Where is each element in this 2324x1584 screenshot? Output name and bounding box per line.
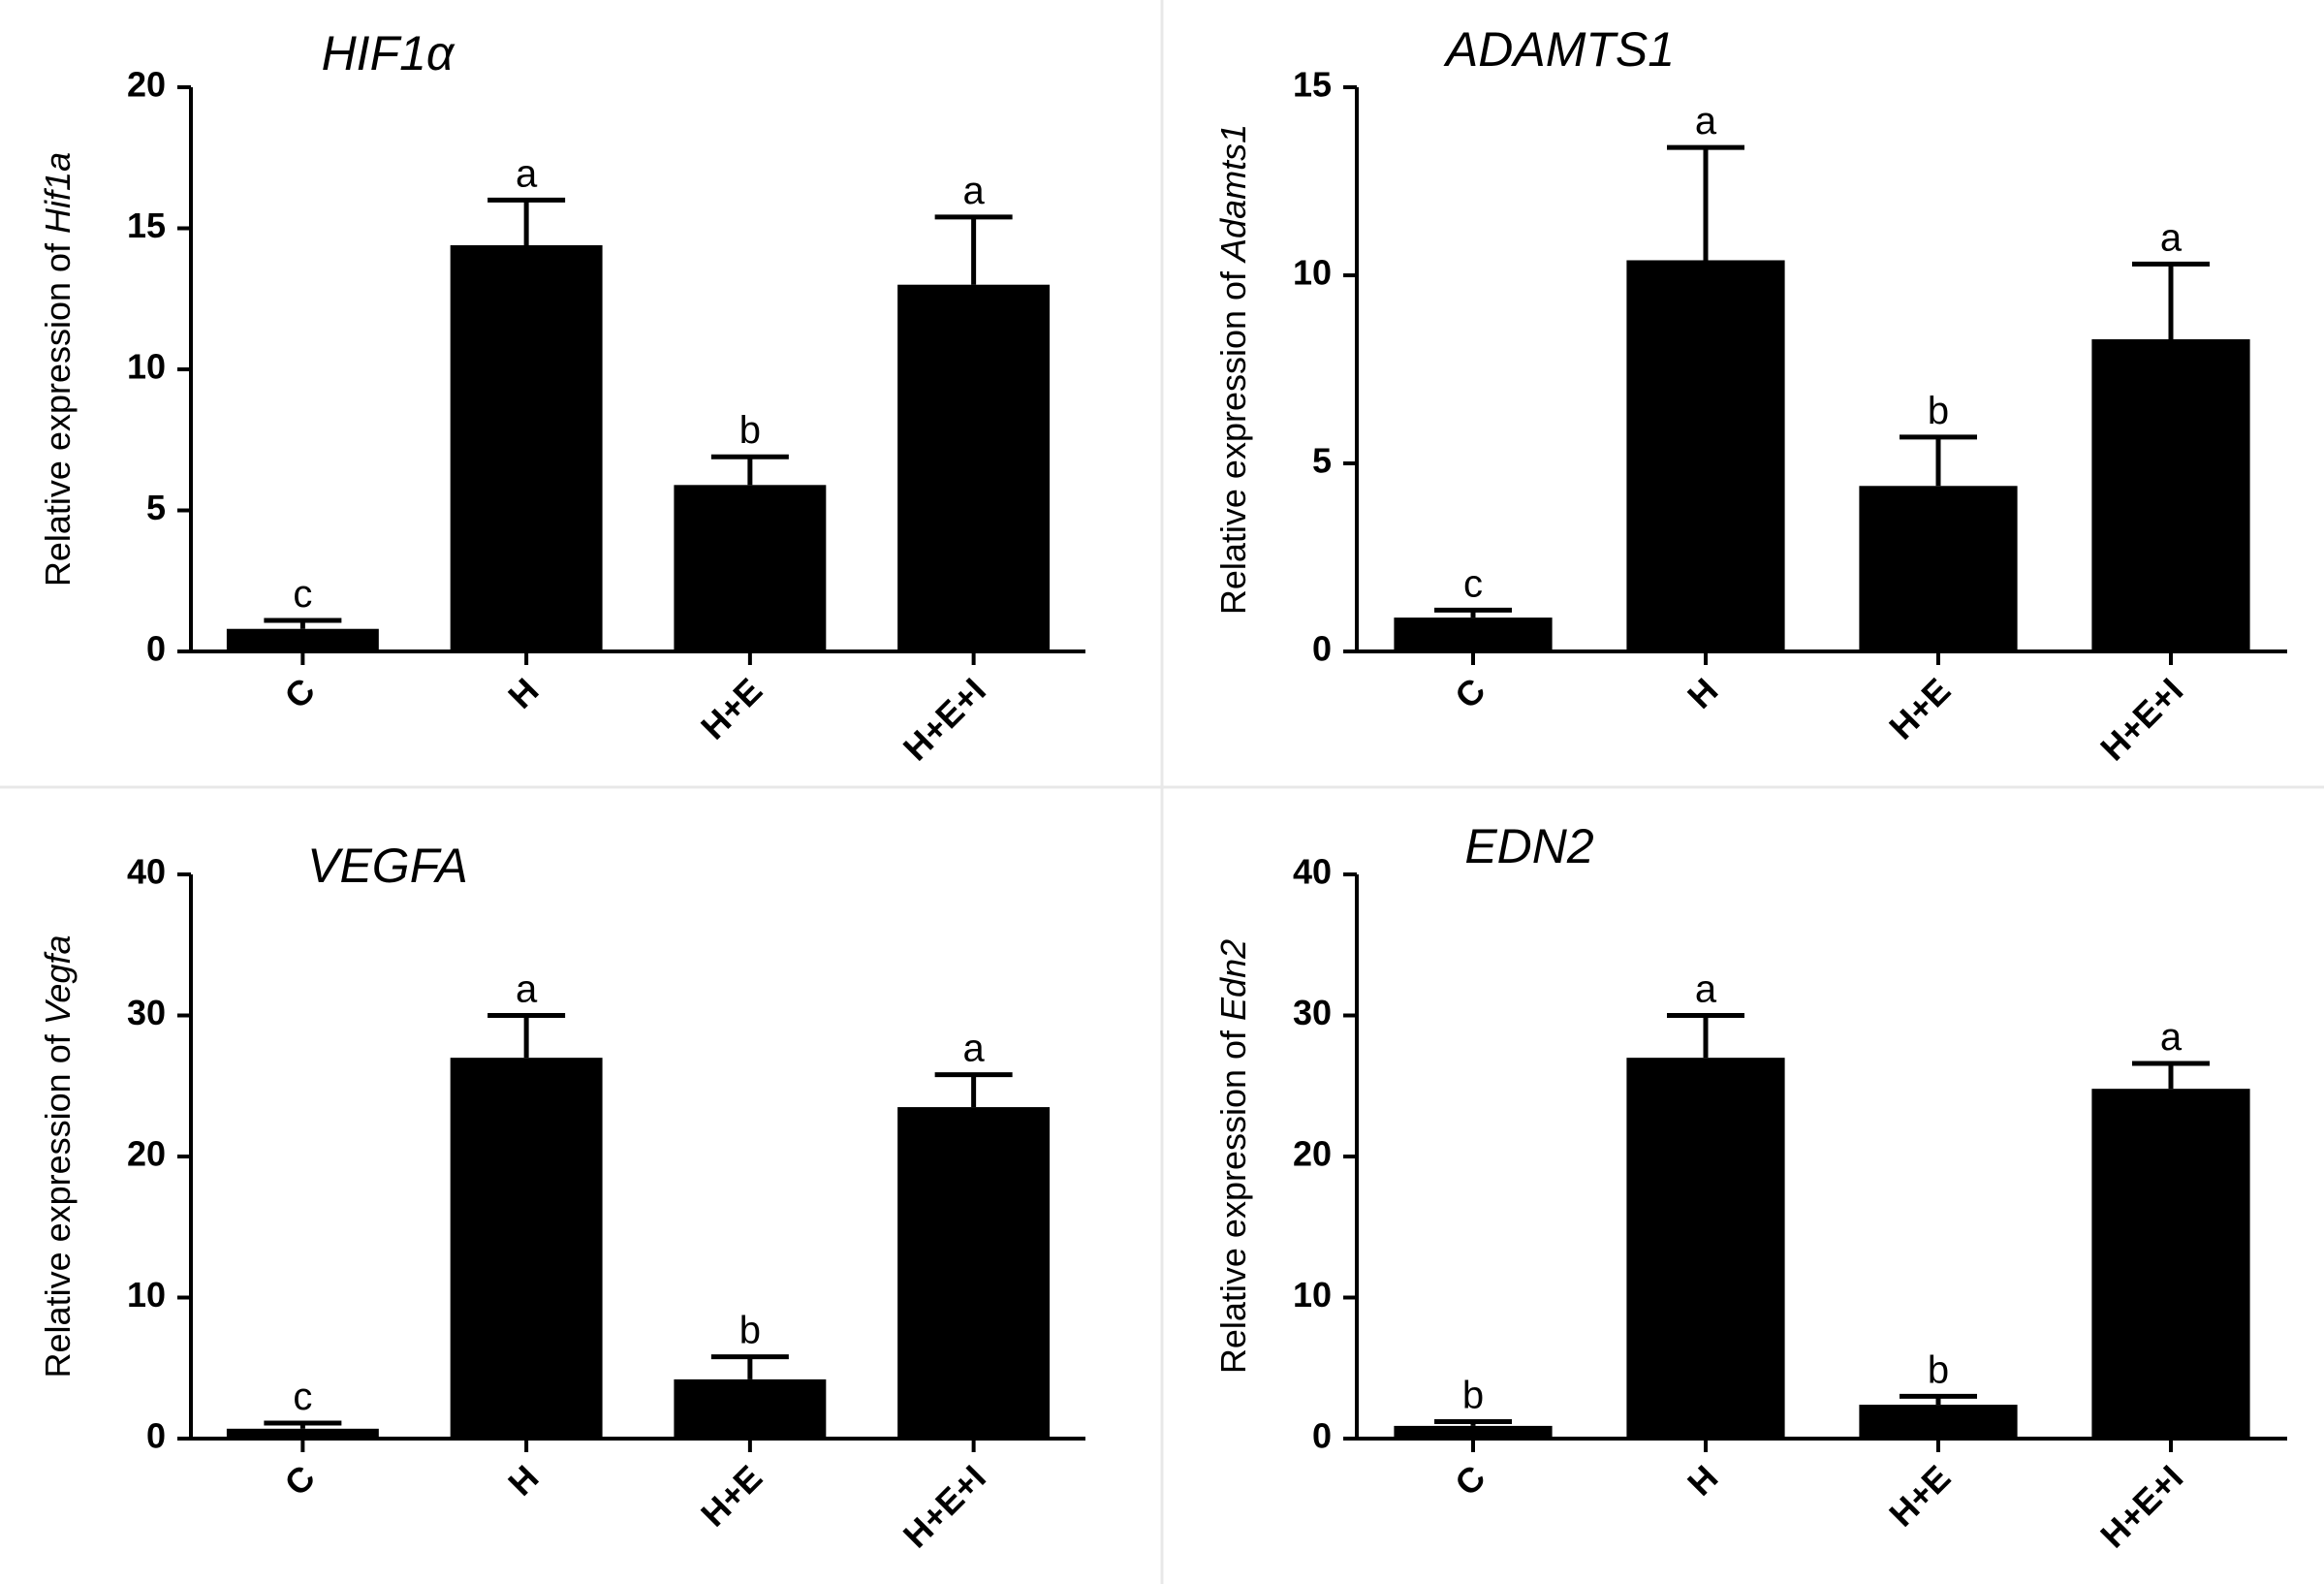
chart-title: ADAMTS1 <box>1443 22 1675 77</box>
y-tick-label: 10 <box>1293 253 1332 293</box>
y-tick-label: 20 <box>127 1134 166 1174</box>
significance-label: a <box>1695 100 1717 143</box>
x-tick-label: H+E+I <box>2092 670 2190 768</box>
y-tick-label: 30 <box>1293 993 1332 1032</box>
x-tick-label: H <box>500 1457 546 1503</box>
significance-label: a <box>516 968 538 1011</box>
bar-h-e-i <box>897 1107 1051 1439</box>
x-tick-label: H+E+I <box>2092 1457 2190 1555</box>
y-tick-label: 15 <box>1293 65 1332 105</box>
y-tick-label: 0 <box>1312 629 1332 669</box>
significance-label: a <box>516 152 538 195</box>
y-tick-label: 10 <box>1293 1275 1332 1315</box>
significance-label: c <box>293 1376 312 1418</box>
y-axis-label-prefix: Relative expression of <box>38 234 78 586</box>
significance-label: b <box>739 1310 761 1352</box>
x-tick-label: H+E <box>693 670 769 746</box>
bar-h <box>1626 1058 1785 1439</box>
y-tick-label: 40 <box>127 852 166 892</box>
y-axis-label: Relative expression of Edn2 <box>1213 939 1253 1374</box>
significance-label: c <box>293 573 312 616</box>
x-tick-label: H+E <box>693 1457 769 1534</box>
bar-c <box>1394 1425 1553 1439</box>
y-axis-label-gene: Vegfa <box>38 935 78 1026</box>
bar-h-e <box>674 1378 827 1439</box>
bar-h-e <box>1859 1405 2018 1439</box>
y-tick-label: 5 <box>1312 441 1332 481</box>
bar-c <box>226 628 379 651</box>
chart-title: HIF1α <box>322 26 455 80</box>
y-axis-label-gene: Edn2 <box>1213 939 1253 1021</box>
x-tick-label: C <box>276 1457 322 1503</box>
significance-label: b <box>1462 1375 1484 1417</box>
x-tick-label: H+E <box>1881 670 1958 746</box>
y-tick-label: 30 <box>127 993 166 1032</box>
y-axis-label: Relative expression of Adamts1 <box>1213 124 1253 615</box>
bar-h-e <box>674 485 827 651</box>
y-axis-label-prefix: Relative expression of <box>1213 1021 1253 1374</box>
y-tick-label: 5 <box>146 488 166 527</box>
bar-h-e-i <box>897 284 1051 651</box>
bar-h <box>450 244 603 651</box>
significance-label: a <box>2160 216 2183 259</box>
y-axis-label-gene: Adamts1 <box>1213 124 1253 264</box>
y-axis-label: Relative expression of Vegfa <box>38 935 78 1378</box>
bar-h-e <box>1859 486 2018 651</box>
x-tick-label: H <box>1680 670 1725 715</box>
x-tick-label: H <box>1680 1457 1725 1503</box>
significance-label: a <box>963 170 986 212</box>
x-tick-label: H+E+I <box>895 670 993 768</box>
panel-adamts1: ADAMTS1 Relative expression of Adamts1 0 5 1… <box>1213 22 2287 769</box>
chart-title: EDN2 <box>1464 819 1594 873</box>
y-axis-label: Relative expression of Hif1a <box>38 152 78 586</box>
significance-label: c <box>1463 562 1483 605</box>
bar-c <box>226 1428 379 1439</box>
x-tick-label: C <box>1447 670 1492 715</box>
x-tick-label: H+E <box>1881 1457 1958 1534</box>
y-axis-label-gene: Hif1a <box>38 152 78 234</box>
y-tick-label: 20 <box>127 65 166 105</box>
bar-c <box>1394 618 1553 651</box>
x-tick-label: C <box>1447 1457 1492 1503</box>
significance-label: a <box>963 1028 986 1070</box>
x-tick-label: H+E+I <box>895 1457 993 1555</box>
y-axis-label-prefix: Relative expression of <box>38 1025 78 1378</box>
significance-label: a <box>1695 968 1717 1011</box>
y-axis-label-prefix: Relative expression of <box>1213 262 1253 615</box>
bar-h-e-i <box>2091 1089 2250 1439</box>
y-tick-label: 20 <box>1293 1134 1332 1174</box>
panel-vegfa: VEGFA Relative expression of Vegfa 0 10 20 30… <box>38 839 1085 1556</box>
y-tick-label: 0 <box>146 629 166 669</box>
y-tick-label: 40 <box>1293 852 1332 892</box>
y-tick-label: 0 <box>1312 1416 1332 1456</box>
y-tick-label: 10 <box>127 347 166 387</box>
y-tick-label: 15 <box>127 206 166 245</box>
y-tick-label: 0 <box>146 1416 166 1456</box>
x-tick-label: C <box>276 670 322 715</box>
bar-h <box>450 1058 603 1439</box>
chart-title: VEGFA <box>307 839 468 893</box>
bar-h-e-i <box>2091 338 2250 651</box>
x-tick-label: H <box>500 670 546 715</box>
panel-hif1a: HIF1α Relative expression of Hif1a 0 5 10 15 2… <box>38 26 1085 769</box>
significance-label: b <box>739 409 761 452</box>
significance-label: b <box>1928 390 1949 432</box>
significance-label: a <box>2160 1016 2183 1059</box>
panel-edn2: EDN2 Relative expression of Edn2 0 10 20 30 40… <box>1213 819 2287 1556</box>
y-tick-label: 10 <box>127 1275 166 1315</box>
bar-h <box>1626 260 1785 651</box>
significance-label: b <box>1928 1348 1949 1391</box>
